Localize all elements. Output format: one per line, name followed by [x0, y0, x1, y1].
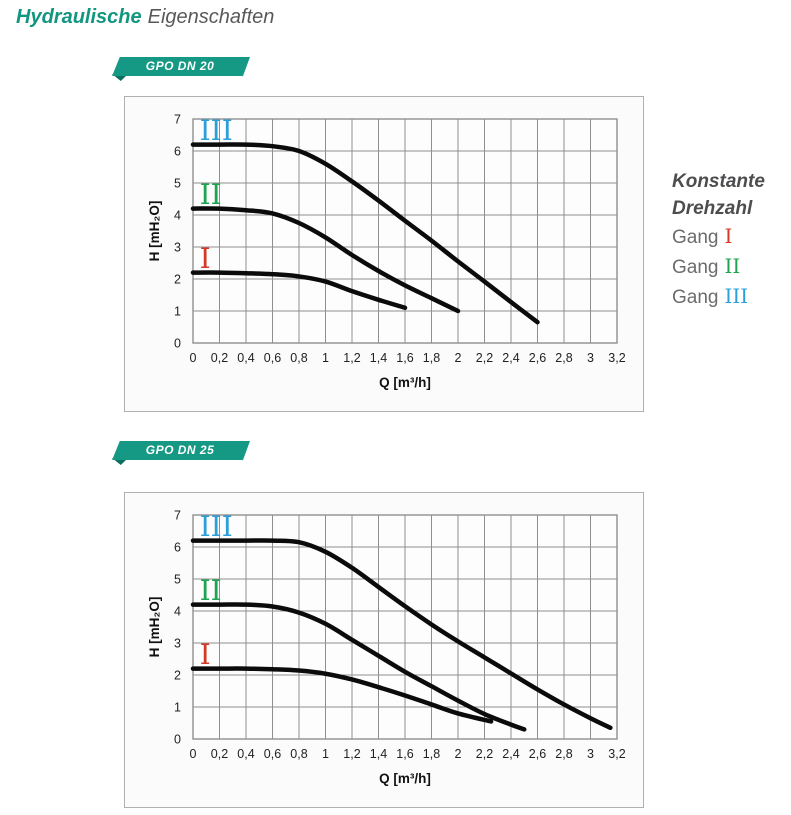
y-tick-label: 1	[174, 701, 181, 715]
curve-label-III: III	[200, 510, 233, 543]
x-tick-label: 3	[587, 747, 594, 761]
badge-fold	[112, 458, 128, 465]
x-tick-label: 2,4	[502, 351, 519, 365]
legend-numeral-3: III	[724, 284, 749, 308]
y-tick-label: 5	[174, 573, 181, 587]
x-tick-label: 3,2	[608, 351, 625, 365]
plot-border	[192, 118, 618, 344]
x-tick-label: 0,8	[290, 351, 307, 365]
y-axis-title: H [mH₂O]	[147, 201, 162, 262]
x-tick-label: 0,8	[290, 747, 307, 761]
curve-label-III: III	[200, 114, 233, 147]
x-axis-title: Q [m³/h]	[379, 771, 431, 786]
x-tick-label: 2,2	[476, 747, 493, 761]
y-tick-label: 2	[174, 669, 181, 683]
chart-gpo-dn-25: 0 0,2 0,4 0,6 0,8 1 1,2 1,4 1,6 1,8 2 2,2 2,4 2,6 2,8 3…	[147, 509, 626, 787]
curve-gang-II	[190, 602, 527, 732]
y-tick-label: 6	[174, 145, 181, 159]
x-tick-label: 1,8	[423, 747, 440, 761]
curve-gang-I	[190, 270, 408, 311]
legend-heading-line1: Konstante	[672, 171, 765, 192]
x-tick-label: 2,8	[555, 747, 572, 761]
y-tick-label: 3	[174, 637, 181, 651]
curve-gang-II	[190, 206, 461, 314]
y-tick-label: 0	[174, 337, 181, 351]
page-title-light: Eigenschaften	[147, 6, 275, 28]
curve-label-I: I	[200, 638, 211, 671]
x-tick-label: 1,4	[370, 351, 387, 365]
x-tick-label: 0,2	[211, 747, 228, 761]
x-tick-label: 1	[322, 747, 329, 761]
x-tick-label: 2	[455, 747, 462, 761]
x-tick-label: 0,6	[264, 747, 281, 761]
x-tick-label: 3,2	[608, 747, 625, 761]
page-title-accent: Hydraulische	[16, 6, 142, 28]
x-tick-label: 1,6	[396, 351, 413, 365]
legend-numeral-2: II	[724, 254, 741, 278]
y-tick-label: 5	[174, 177, 181, 191]
y-tick-label: 4	[174, 605, 181, 619]
legend-item-gang-3: Gang III	[672, 284, 749, 308]
x-tick-label: 2,6	[529, 351, 546, 365]
x-tick-label: 1	[322, 351, 329, 365]
x-tick-label: 2,2	[476, 351, 493, 365]
y-tick-label: 7	[174, 113, 181, 127]
x-tick-label: 0	[190, 747, 197, 761]
x-tick-label: 1,2	[343, 747, 360, 761]
badge-fold	[112, 74, 128, 81]
legend-item-gang-1: Gang I	[672, 224, 733, 248]
curve-gang-III	[190, 538, 613, 731]
badge-gpo-dn-20: GPO DN 20	[112, 57, 250, 76]
page-title: Hydraulische Eigenschaften	[16, 6, 274, 29]
curve-label-II: II	[200, 178, 222, 211]
y-tick-label: 4	[174, 209, 181, 223]
x-tick-label: 1,2	[343, 351, 360, 365]
legend-heading-line2: Drehzahl	[672, 198, 753, 219]
y-axis-title: H [mH₂O]	[147, 597, 162, 658]
plot-border	[192, 514, 618, 740]
x-tick-label: 0	[190, 351, 197, 365]
chart-gpo-dn-20: 0 0,2 0,4 0,6 0,8 1 1,2 1,4 1,6 1,8 2 2,2 2,4 2,6 2,8 3…	[147, 113, 626, 391]
legend: Konstante Drehzahl Gang I Gang II Gang III	[672, 168, 790, 312]
x-tick-label: 1,8	[423, 351, 440, 365]
x-tick-label: 0,6	[264, 351, 281, 365]
x-tick-label: 2	[455, 351, 462, 365]
y-tick-label: 6	[174, 541, 181, 555]
legend-item-gang-2: Gang II	[672, 254, 741, 278]
chart-panel-gpo-dn-25: 0 0,2 0,4 0,6 0,8 1 1,2 1,4 1,6 1,8 2 2,2 2,4 2,6 2,8 3…	[124, 492, 644, 808]
legend-numeral-1: I	[724, 224, 733, 248]
y-tick-label: 7	[174, 509, 181, 523]
x-tick-label: 0,2	[211, 351, 228, 365]
y-tick-label: 1	[174, 305, 181, 319]
x-tick-label: 1,4	[370, 747, 387, 761]
x-tick-label: 3	[587, 351, 594, 365]
x-tick-label: 2,8	[555, 351, 572, 365]
x-tick-label: 1,6	[396, 747, 413, 761]
curve-gang-III	[190, 142, 540, 325]
curve-label-II: II	[200, 574, 222, 607]
badge-gpo-dn-25: GPO DN 25	[112, 441, 250, 460]
x-axis-title: Q [m³/h]	[379, 375, 431, 390]
chart-panel-gpo-dn-20: 0 0,2 0,4 0,6 0,8 1 1,2 1,4 1,6 1,8 2 2,2 2,4 2,6 2,8 3…	[124, 96, 644, 412]
x-tick-label: 0,4	[237, 747, 254, 761]
y-tick-label: 3	[174, 241, 181, 255]
x-tick-label: 2,6	[529, 747, 546, 761]
curve-label-I: I	[200, 242, 211, 275]
x-tick-label: 2,4	[502, 747, 519, 761]
y-tick-label: 2	[174, 273, 181, 287]
x-tick-label: 0,4	[237, 351, 254, 365]
y-tick-label: 0	[174, 733, 181, 747]
curve-gang-I	[190, 666, 494, 724]
